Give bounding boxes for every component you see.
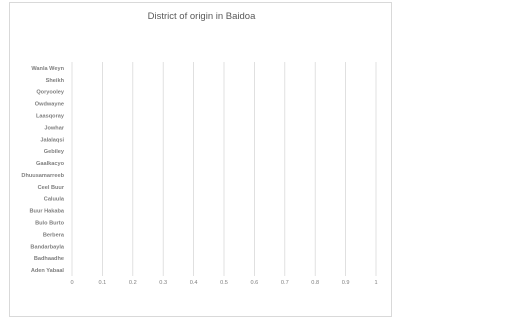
- x-tick-label: 0.5: [220, 280, 228, 286]
- x-tick-label: 1: [374, 280, 377, 286]
- x-tick-label: 0.2: [129, 280, 137, 286]
- x-tick-label: 0.9: [342, 280, 350, 286]
- x-tick-label: 0.4: [190, 280, 198, 286]
- y-category-label: Ceel Buur: [38, 185, 65, 191]
- x-tick-label: 0.3: [159, 280, 167, 286]
- y-category-label: Berbera: [43, 232, 65, 238]
- x-tick-label: 0.8: [311, 280, 319, 286]
- x-tick-label: 0.1: [99, 280, 107, 286]
- y-category-label: Jowhar: [44, 125, 64, 131]
- y-category-label: Sheikh: [46, 78, 65, 84]
- y-category-label: Owdwayne: [35, 102, 64, 108]
- y-category-label: Buur Hakaba: [29, 209, 64, 215]
- y-category-label: Aden Yabaal: [31, 268, 65, 274]
- y-category-label: Laasqoray: [36, 114, 65, 120]
- x-tick-label: 0.7: [281, 280, 289, 286]
- y-category-label: Badhaadhe: [34, 256, 64, 262]
- y-category-label: Bandarbayla: [30, 244, 64, 250]
- y-category-label: Jalalaqsi: [40, 137, 64, 143]
- x-tick-label: 0: [70, 280, 73, 286]
- y-category-label: Gaalkacyo: [36, 161, 65, 167]
- y-category-label: Wanla Weyn: [31, 66, 64, 72]
- y-category-label: Gebiley: [44, 149, 65, 155]
- chart-frame: District of origin in Baidoa: [9, 2, 392, 317]
- x-tick-label: 0.6: [251, 280, 259, 286]
- y-category-label: Caluula: [44, 197, 65, 203]
- y-category-label: Bulo Burto: [35, 221, 64, 227]
- y-category-label: Dhuusamarreeb: [21, 173, 64, 179]
- y-category-label: Qoryooley: [36, 90, 65, 96]
- chart-title: District of origin in Baidoa: [147, 11, 256, 22]
